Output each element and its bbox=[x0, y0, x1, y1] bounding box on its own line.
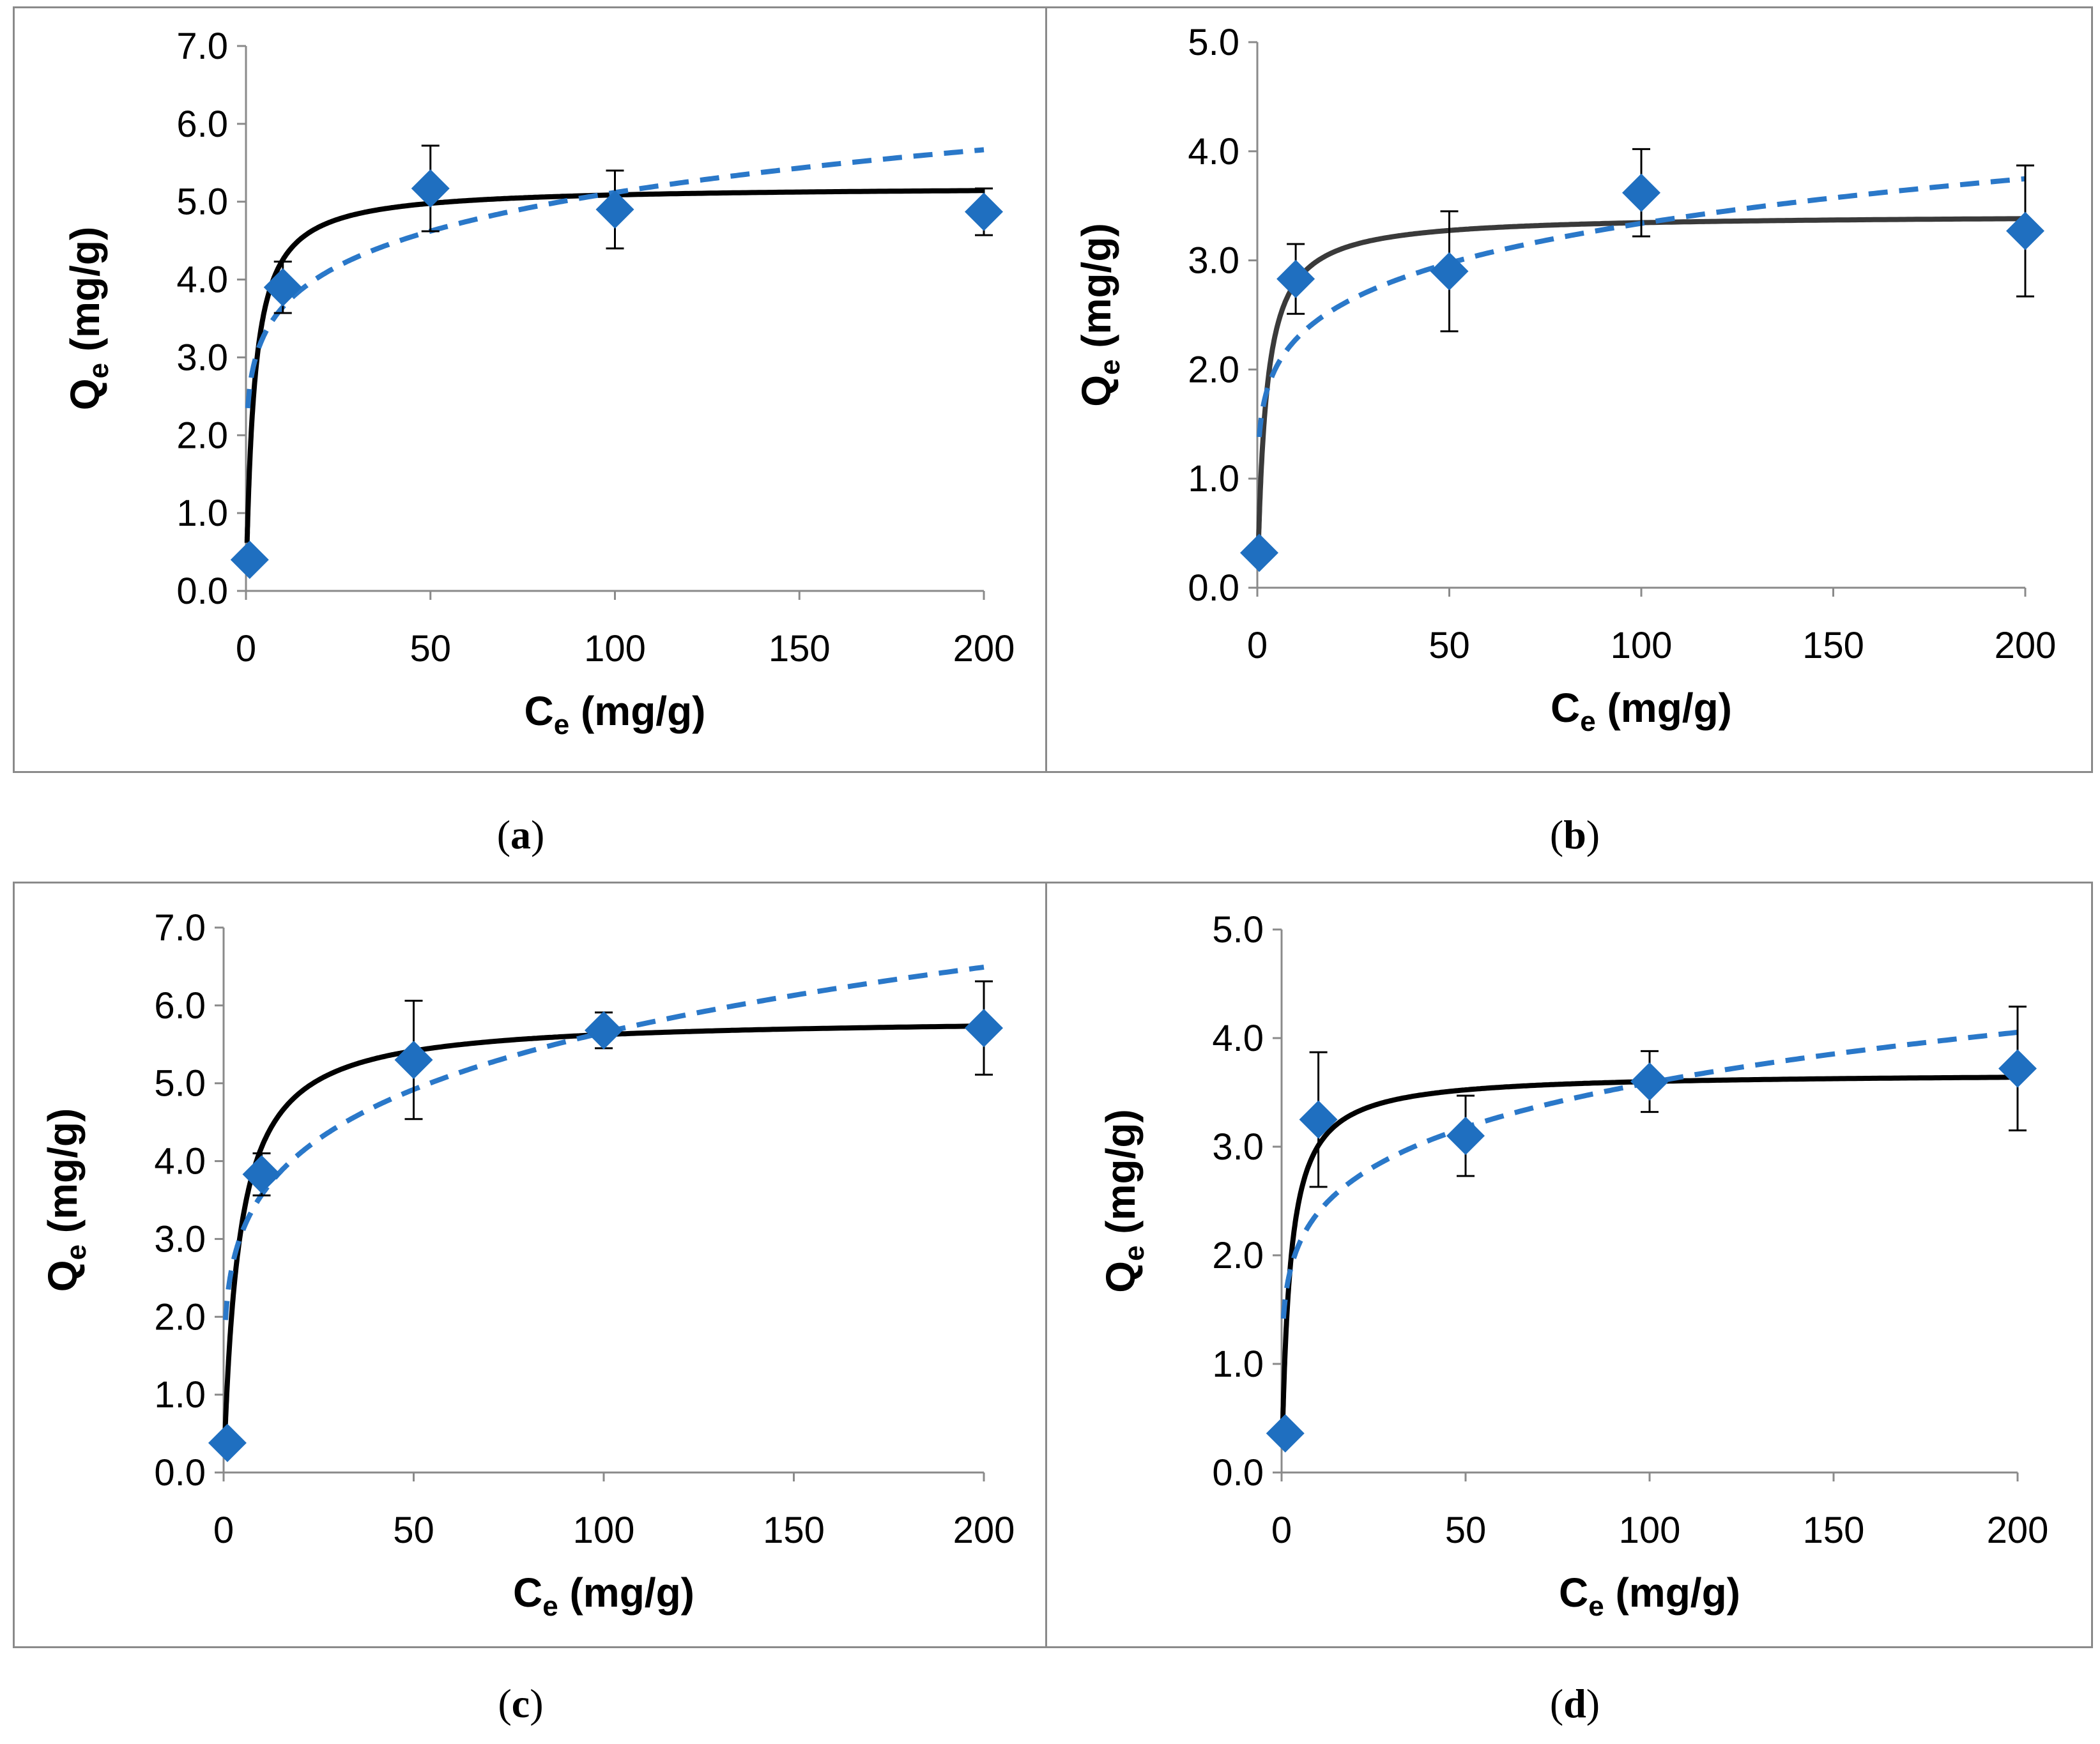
x-tick-label-d: 150 bbox=[1803, 1510, 1865, 1551]
y-axis-title-c: Qe (mg/g) bbox=[40, 1108, 92, 1292]
y-tick-label-c: 4.0 bbox=[154, 1141, 206, 1182]
y-tick-label-b: 2.0 bbox=[1188, 349, 1239, 390]
data-point-a bbox=[411, 169, 450, 208]
x-tick-label-d: 200 bbox=[1987, 1510, 2049, 1551]
data-point-d bbox=[1446, 1117, 1485, 1155]
data-point-d bbox=[1266, 1414, 1305, 1453]
x-tick-label-b: 100 bbox=[1611, 625, 1673, 666]
y-tick-label-a: 3.0 bbox=[176, 337, 228, 378]
chart-frame-b bbox=[1045, 6, 2093, 773]
caption-b-letter: b bbox=[1563, 812, 1586, 857]
langmuir-fit-line-a bbox=[244, 188, 984, 543]
axes-b: 0.0 1.0 2.0 3.0 4.0 5.0 0 50 100 150 200 bbox=[1188, 22, 2056, 666]
y-tick-label-c: 6.0 bbox=[154, 985, 206, 1027]
data-point-c bbox=[394, 1041, 433, 1080]
x-tick-label-d: 0 bbox=[1271, 1510, 1292, 1551]
data-point-d bbox=[1630, 1062, 1669, 1101]
caption-d-letter: d bbox=[1563, 1681, 1586, 1726]
caption-d: (d) bbox=[1549, 1681, 1600, 1726]
data-point-c bbox=[965, 1009, 1003, 1048]
x-tick-label-a: 50 bbox=[410, 628, 451, 669]
freundlich-fit-line-b bbox=[1257, 176, 2026, 438]
y-tick-label-d: 4.0 bbox=[1212, 1018, 1264, 1059]
data-point-a bbox=[965, 192, 1003, 231]
x-tick-label-d: 50 bbox=[1445, 1510, 1487, 1551]
y-axis-title-d: Qe (mg/g) bbox=[1098, 1109, 1150, 1293]
data-point-a bbox=[595, 190, 634, 229]
axes-c: 0.0 1.0 2.0 3.0 4.0 5.0 6.0 7.0 0 50 100 150 200 bbox=[154, 907, 1015, 1551]
data-point-b bbox=[1622, 173, 1660, 212]
y-tick-label-b: 4.0 bbox=[1188, 131, 1239, 172]
y-tick-label-d: 2.0 bbox=[1212, 1235, 1264, 1276]
caption-a-letter: a bbox=[510, 812, 531, 857]
y-tick-label-a: 4.0 bbox=[176, 259, 228, 301]
caption-a: (a) bbox=[496, 812, 545, 857]
x-tick-label-b: 200 bbox=[1995, 625, 2057, 666]
langmuir-fit-line-c bbox=[222, 1023, 985, 1441]
y-tick-label-b: 0.0 bbox=[1188, 567, 1239, 609]
data-point-a bbox=[263, 268, 302, 307]
langmuir-fit-line-b bbox=[1255, 216, 2025, 544]
x-tick-label-a: 0 bbox=[236, 628, 256, 669]
x-tick-label-a: 200 bbox=[953, 628, 1015, 669]
chart-svg-c: 0.0 1.0 2.0 3.0 4.0 5.0 6.0 7.0 0 50 100 150 200 Ce (… bbox=[13, 882, 1048, 1648]
x-tick-label-c: 150 bbox=[763, 1510, 825, 1551]
chart-frame-d bbox=[1045, 882, 2093, 1648]
data-point-d bbox=[1299, 1100, 1338, 1139]
y-tick-label-d: 3.0 bbox=[1212, 1126, 1264, 1168]
y-axis-title-a: Qe (mg/g) bbox=[62, 227, 114, 411]
caption-b: (b) bbox=[1549, 812, 1600, 857]
y-tick-label-c: 5.0 bbox=[154, 1063, 206, 1105]
y-tick-label-a: 1.0 bbox=[176, 493, 228, 534]
y-tick-label-a: 5.0 bbox=[176, 181, 228, 223]
chart-svg-b: 0.0 1.0 2.0 3.0 4.0 5.0 0 50 100 150 200 Ce (mg/g) Q… bbox=[1045, 6, 2093, 773]
y-tick-label-c: 1.0 bbox=[154, 1374, 206, 1416]
y-axis-title-b: Qe (mg/g) bbox=[1073, 223, 1126, 407]
x-tick-label-d: 100 bbox=[1619, 1510, 1681, 1551]
y-tick-label-a: 0.0 bbox=[176, 570, 228, 612]
x-tick-label-c: 200 bbox=[953, 1510, 1015, 1551]
x-axis-title-a: Ce (mg/g) bbox=[525, 688, 706, 740]
data-point-b bbox=[1240, 533, 1279, 572]
data-point-b bbox=[1430, 252, 1469, 291]
chart-frame-c bbox=[13, 882, 1048, 1648]
y-tick-label-c: 2.0 bbox=[154, 1296, 206, 1338]
y-tick-label-b: 5.0 bbox=[1188, 22, 1239, 63]
chart-svg-a: 0.0 1.0 2.0 3.0 4.0 5.0 6.0 7.0 0 50 100 150 200 Ce (… bbox=[13, 6, 1048, 773]
data-point-b bbox=[2006, 211, 2044, 250]
x-axis-title-b: Ce (mg/g) bbox=[1551, 685, 1732, 737]
x-axis-title-c: Ce (mg/g) bbox=[513, 1570, 694, 1622]
y-tick-label-a: 6.0 bbox=[176, 103, 228, 145]
y-tick-label-c: 3.0 bbox=[154, 1218, 206, 1260]
y-tick-label-a: 2.0 bbox=[176, 415, 228, 456]
x-tick-label-b: 150 bbox=[1802, 625, 1864, 666]
x-tick-label-b: 0 bbox=[1247, 625, 1268, 666]
y-tick-label-c: 7.0 bbox=[154, 907, 206, 949]
y-tick-label-b: 3.0 bbox=[1188, 240, 1239, 282]
x-tick-label-b: 50 bbox=[1429, 625, 1470, 666]
data-point-c bbox=[242, 1155, 281, 1194]
freundlich-fit-line-c bbox=[223, 964, 985, 1320]
x-tick-label-a: 100 bbox=[584, 628, 646, 669]
y-tick-label-c: 0.0 bbox=[154, 1452, 206, 1494]
x-tick-label-c: 50 bbox=[393, 1510, 434, 1551]
x-tick-label-a: 150 bbox=[769, 628, 831, 669]
chart-frame-a bbox=[13, 6, 1048, 773]
data-point-a bbox=[230, 540, 269, 579]
y-tick-label-d: 1.0 bbox=[1212, 1343, 1264, 1385]
data-point-c bbox=[208, 1423, 247, 1462]
x-axis-title-d: Ce (mg/g) bbox=[1559, 1570, 1740, 1622]
y-tick-label-a: 7.0 bbox=[176, 26, 228, 67]
x-tick-label-c: 100 bbox=[573, 1510, 635, 1551]
y-tick-label-d: 0.0 bbox=[1212, 1452, 1264, 1494]
caption-c-letter: c bbox=[511, 1681, 530, 1726]
data-point-d bbox=[1998, 1049, 2037, 1088]
langmuir-fit-line-d bbox=[1280, 1075, 2018, 1425]
x-tick-label-c: 0 bbox=[213, 1510, 234, 1551]
y-tick-label-b: 1.0 bbox=[1188, 458, 1239, 500]
chart-svg-d: 0.0 1.0 2.0 3.0 4.0 5.0 0 50 100 150 200 Ce (mg/g) Q… bbox=[1045, 882, 2093, 1648]
y-tick-label-d: 5.0 bbox=[1212, 909, 1264, 951]
data-point-c bbox=[585, 1011, 623, 1050]
caption-c: (c) bbox=[498, 1681, 544, 1726]
